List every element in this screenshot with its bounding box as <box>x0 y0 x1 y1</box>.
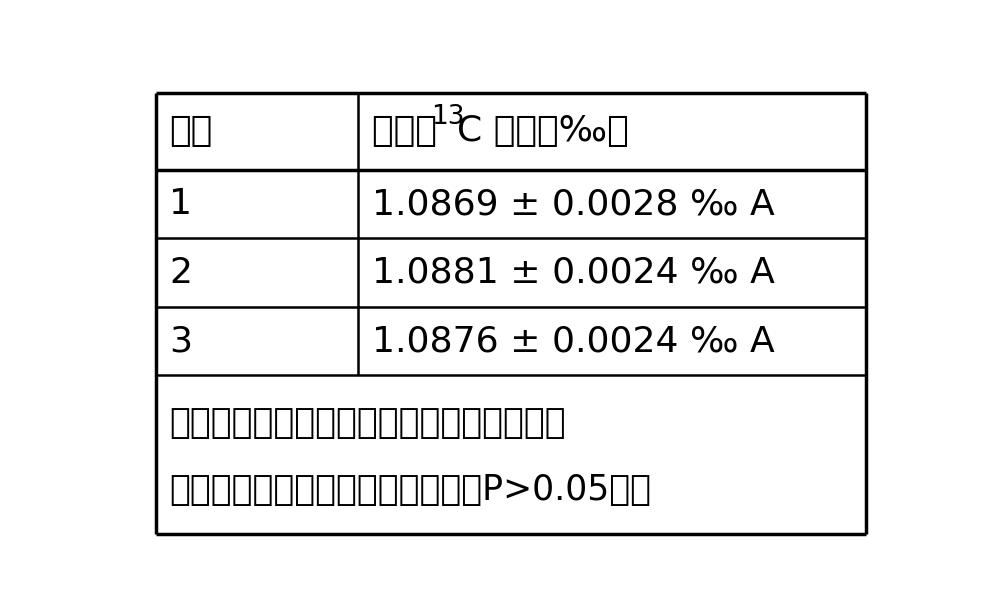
Text: C 含量（‰）: C 含量（‰） <box>458 115 629 148</box>
Text: 1: 1 <box>169 187 192 221</box>
Text: 3: 3 <box>169 324 192 358</box>
Text: 备注：大写字母表征不同处理之间的显著性: 备注：大写字母表征不同处理之间的显著性 <box>169 406 566 440</box>
Text: 1.0876 ± 0.0024 ‰ A: 1.0876 ± 0.0024 ‰ A <box>372 324 775 358</box>
Text: 批次: 批次 <box>169 115 212 148</box>
Text: 差异，相同字母表征差异不显著（P>0.05）。: 差异，相同字母表征差异不显著（P>0.05）。 <box>169 472 651 506</box>
Text: 微生物: 微生物 <box>372 115 449 148</box>
Text: 1.0869 ± 0.0028 ‰ A: 1.0869 ± 0.0028 ‰ A <box>372 187 775 221</box>
Text: 1.0881 ± 0.0024 ‰ A: 1.0881 ± 0.0024 ‰ A <box>372 256 775 290</box>
Text: 2: 2 <box>169 256 192 290</box>
Text: 13: 13 <box>432 104 465 130</box>
